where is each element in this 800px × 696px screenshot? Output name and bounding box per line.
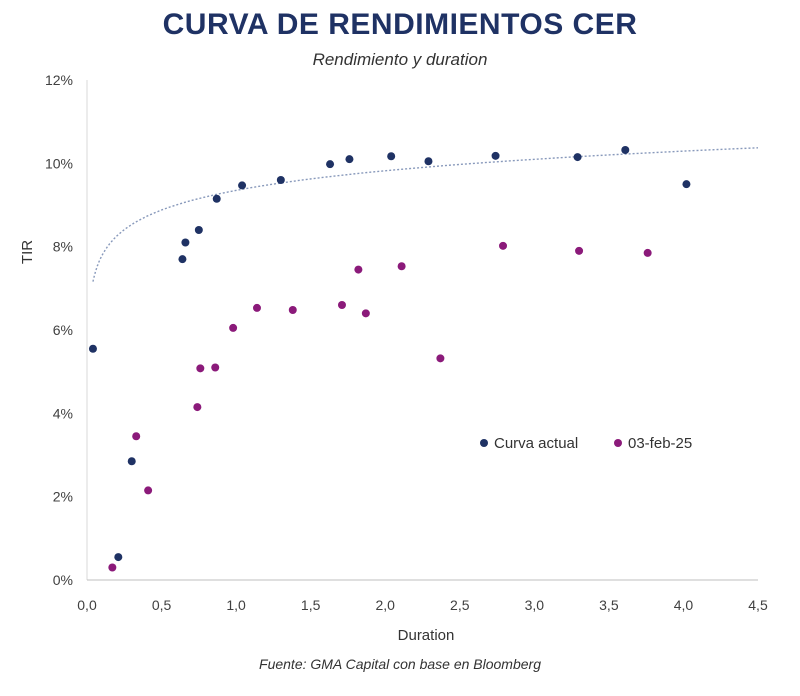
data-point (276, 176, 285, 184)
x-tick-label: 4,0 (674, 597, 694, 613)
chart-source: Fuente: GMA Capital con base en Bloomber… (259, 656, 541, 672)
data-point (132, 432, 141, 441)
data-point (424, 157, 433, 166)
data-point (643, 248, 652, 257)
x-tick-label: 0,5 (152, 597, 172, 613)
x-tick-label: 3,5 (599, 597, 619, 613)
data-point (499, 241, 508, 250)
data-point (337, 301, 346, 309)
legend: Curva actual 03-feb-25 (480, 435, 692, 452)
data-point (88, 344, 97, 353)
data-point (682, 180, 691, 189)
legend-marker (614, 439, 622, 447)
data-series (88, 146, 691, 572)
data-point (491, 151, 500, 160)
y-tick-label: 6% (53, 322, 73, 338)
data-point (354, 265, 363, 274)
data-point (211, 363, 220, 372)
x-tick-label: 3,0 (525, 597, 545, 613)
x-tick-label: 4,5 (748, 597, 768, 613)
data-point (621, 146, 630, 154)
data-point (397, 262, 406, 271)
series-03-feb-25 (108, 241, 652, 572)
x-tick-label: 2,5 (450, 597, 470, 613)
data-point (196, 364, 205, 373)
data-point (361, 309, 370, 318)
y-tick-label: 12% (45, 72, 73, 88)
x-axis-title: Duration (398, 627, 455, 644)
data-point (127, 457, 136, 466)
chart-title: CURVA DE RENDIMIENTOS CER (162, 8, 638, 41)
data-point (345, 155, 354, 164)
y-tick-label: 10% (45, 155, 73, 171)
y-tick-label: 4% (53, 405, 73, 421)
data-point (436, 354, 445, 363)
data-point (178, 255, 187, 264)
data-point (573, 153, 582, 162)
data-point (229, 323, 238, 332)
x-tick-label: 0,0 (77, 597, 97, 613)
data-point (238, 181, 247, 190)
chart-subtitle: Rendimiento y duration (312, 50, 488, 69)
data-point (108, 563, 117, 572)
data-point (252, 303, 261, 312)
data-point (387, 152, 396, 161)
data-point (575, 246, 584, 255)
x-tick-label: 2,0 (375, 597, 395, 613)
data-point (212, 194, 221, 203)
data-point (144, 486, 153, 495)
y-tick-label: 8% (53, 239, 73, 255)
data-point (181, 238, 190, 247)
x-tick-label: 1,5 (301, 597, 321, 613)
series-curva-actual (88, 146, 691, 562)
legend-label: Curva actual (494, 435, 578, 452)
y-tick-label: 2% (53, 489, 73, 505)
data-point (194, 226, 203, 234)
x-tick-labels: 0,0 0,5 1,0 1,5 2,0 2,5 3,0 3,5 4,0 4,5 (77, 597, 768, 613)
data-point (114, 553, 123, 562)
legend-label: 03-feb-25 (628, 435, 692, 452)
x-tick-label: 1,0 (226, 597, 246, 613)
y-tick-label: 0% (53, 572, 73, 588)
legend-marker (480, 439, 488, 447)
y-tick-labels: 0% 2% 4% 6% 8% 10% 12% (45, 72, 73, 588)
data-point (288, 306, 297, 314)
data-point (193, 403, 202, 412)
y-axis-title: TIR (19, 240, 36, 264)
trendline (92, 147, 759, 282)
data-point (326, 160, 335, 169)
